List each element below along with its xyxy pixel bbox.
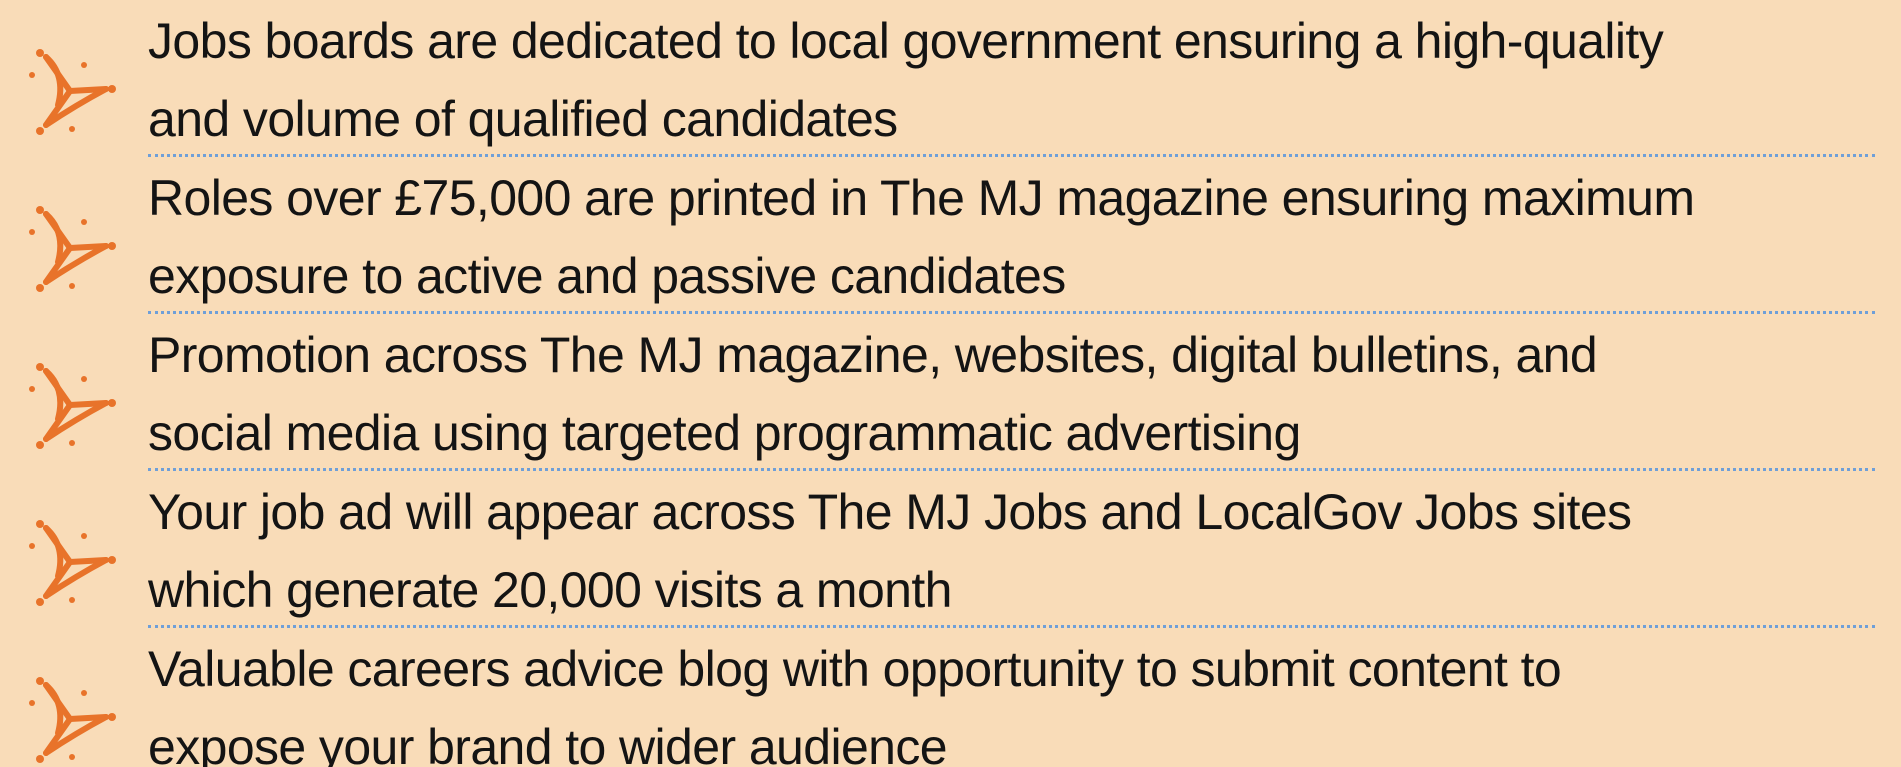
feature-item: Jobs boards are dedicated to local gover…	[0, 0, 1901, 157]
text-line: social media using targeted programmatic…	[148, 405, 1301, 461]
icon	[26, 359, 118, 451]
feature-text: Your job ad will appear across The MJ Jo…	[148, 473, 1888, 629]
icon-graphic	[29, 206, 116, 292]
icon	[26, 202, 118, 294]
icon	[26, 673, 118, 765]
feature-text: Valuable careers advice blog with opport…	[148, 630, 1888, 767]
icon-graphic	[29, 363, 116, 449]
text-line: Your job ad will appear across The MJ Jo…	[148, 484, 1632, 540]
feature-item: Promotion across The MJ magazine, websit…	[0, 314, 1901, 471]
separator	[148, 154, 1875, 157]
separator	[148, 468, 1875, 471]
text-line: which generate 20,000 visits a month	[148, 562, 952, 618]
feature-item: Valuable careers advice blog with opport…	[0, 628, 1901, 767]
icon-graphic	[29, 520, 116, 606]
icon-graphic	[29, 677, 116, 763]
text-line: Valuable careers advice blog with opport…	[148, 641, 1562, 697]
icon-graphic	[29, 49, 116, 135]
feature-item: Your job ad will appear across The MJ Jo…	[0, 471, 1901, 628]
feature-text: Roles over £75,000 are printed in The MJ…	[148, 159, 1888, 315]
icon	[26, 45, 118, 137]
feature-text: Jobs boards are dedicated to local gover…	[148, 2, 1888, 158]
text-line: exposure to active and passive candidate…	[148, 248, 1066, 304]
text-line: Jobs boards are dedicated to local gover…	[148, 13, 1664, 69]
text-line: Roles over £75,000 are printed in The MJ…	[148, 170, 1695, 226]
feature-item: Roles over £75,000 are printed in The MJ…	[0, 157, 1901, 314]
separator	[148, 625, 1875, 628]
separator	[148, 311, 1875, 314]
text-line: expose your brand to wider audience	[148, 719, 948, 767]
feature-text: Promotion across The MJ magazine, websit…	[148, 316, 1888, 472]
text-line: Promotion across The MJ magazine, websit…	[148, 327, 1598, 383]
icon	[26, 516, 118, 608]
text-line: and volume of qualified candidates	[148, 91, 898, 147]
